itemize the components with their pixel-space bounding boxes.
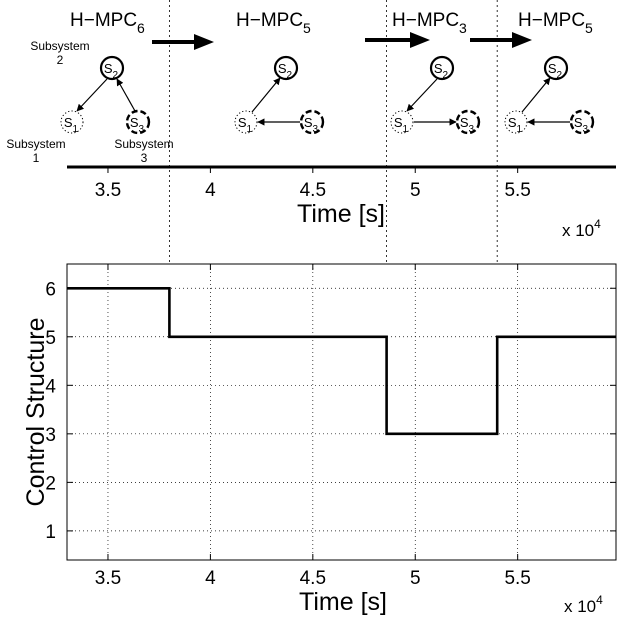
subsystem-2-label: S2 xyxy=(434,61,449,81)
subsystem-1-label: S1 xyxy=(508,115,523,135)
chart-grid xyxy=(67,264,616,560)
subsystem-3-label: S3 xyxy=(130,115,145,135)
subsystem-1-node xyxy=(504,110,528,134)
subsystem-2-label: S2 xyxy=(104,61,119,81)
plot-frame xyxy=(66,263,617,561)
y-tick-label: 3 xyxy=(45,425,56,446)
controller-title: H−MPC5 xyxy=(236,10,311,36)
transition-arrow-head xyxy=(194,34,214,50)
subsystem-3-annotation: 3 xyxy=(141,151,148,165)
subsystem-1-label: S1 xyxy=(394,115,409,135)
timeline-axis: 3.5 4 4.5 5 5.5 Time [s] x 104 xyxy=(67,165,616,240)
controller-column: H−MPC5 S2 S1 S3 xyxy=(504,10,595,135)
timeline-tick-label: 5 xyxy=(410,180,421,201)
subsystem-2-annotation: Subsystem xyxy=(30,39,89,53)
timeline-tick-label: 4.5 xyxy=(300,180,326,201)
timeline-tick-label: 3.5 xyxy=(95,180,121,201)
subsystem-1-annotation: 1 xyxy=(33,151,40,165)
subsystem-3-annotation: Subsystem xyxy=(114,137,173,151)
timeline-exponent-label: x 104 xyxy=(562,217,601,240)
control-structure-line xyxy=(67,286,616,436)
control-structure-chart: 3.5 4 4.5 5 5.5 1 2 3 4 5 6 Time [s] Control Struct… xyxy=(22,263,617,616)
transition-arrow-head xyxy=(512,32,532,48)
subsystem-1-label: S1 xyxy=(238,115,253,135)
subsystem-3-node xyxy=(125,109,151,135)
y-axis-label: Control Structure xyxy=(22,318,50,507)
switch-time-lines xyxy=(169,0,498,264)
subsystem-1-annotation: Subsystem xyxy=(6,137,65,151)
y-tick-label: 2 xyxy=(45,473,56,494)
subsystem-3-label: S3 xyxy=(460,115,475,135)
subsystem-2-label: S2 xyxy=(278,61,293,81)
edge-s3-s2 xyxy=(116,78,136,112)
controller-column: H−MPC3 S2 S1 S3 xyxy=(390,10,481,135)
edge-s1-s2 xyxy=(521,77,551,113)
controller-column: H−MPC6 S2 S1 S3 xyxy=(60,10,151,135)
transition-arrows xyxy=(152,32,532,50)
subsystem-2-node xyxy=(99,55,125,81)
controller-title: H−MPC3 xyxy=(392,10,467,36)
x-tick-label: 5 xyxy=(410,568,421,589)
controller-column: H−MPC5 S2 S1 S3 xyxy=(234,10,325,135)
x-tick-label: 4.5 xyxy=(300,568,326,589)
subsystem-3-node xyxy=(569,109,595,135)
edge-s2-s1 xyxy=(76,78,108,112)
edge-s1-s2 xyxy=(251,77,281,113)
controller-title: H−MPC6 xyxy=(70,10,145,36)
subsystem-1-node xyxy=(234,110,258,134)
x-tick-label: 3.5 xyxy=(95,568,121,589)
y-tick-label: 5 xyxy=(45,328,56,349)
chart-ticks: 3.5 4 4.5 5 5.5 1 2 3 4 5 6 xyxy=(45,264,616,589)
subsystem-1-node xyxy=(60,110,84,134)
exponent-label: x 104 xyxy=(564,593,603,616)
chart-series xyxy=(67,286,616,436)
timeline-tick-label: 4 xyxy=(205,180,216,201)
chart-labels: Time [s] Control Structure x 104 xyxy=(22,318,603,616)
subsystem-2-node xyxy=(543,55,569,81)
y-tick-label: 4 xyxy=(45,376,56,397)
x-tick-label: 5.5 xyxy=(504,568,530,589)
subsystem-3-label: S3 xyxy=(574,115,589,135)
subsystem-3-label: S3 xyxy=(304,115,319,135)
controller-title: H−MPC5 xyxy=(518,10,593,36)
x-axis-label: Time [s] xyxy=(299,588,387,616)
subsystem-3-node xyxy=(299,109,325,135)
subsystem-2-label: S2 xyxy=(548,61,563,81)
subsystem-2-node xyxy=(429,55,455,81)
subsystem-1-label: S1 xyxy=(64,115,79,135)
x-tick-label: 4 xyxy=(205,568,216,589)
timeline-axis-label: Time [s] xyxy=(297,200,385,228)
transition-arrow-head xyxy=(410,32,430,48)
subsystem-2-annotation: 2 xyxy=(57,53,64,67)
y-tick-label: 1 xyxy=(45,522,56,543)
subsystem-2-node xyxy=(273,55,299,81)
y-tick-label: 6 xyxy=(45,279,56,300)
subsystem-1-node xyxy=(390,110,414,134)
timeline-tick-label: 5.5 xyxy=(504,180,530,201)
subsystem-3-node xyxy=(455,109,481,135)
edge-s2-s1 xyxy=(406,78,438,112)
